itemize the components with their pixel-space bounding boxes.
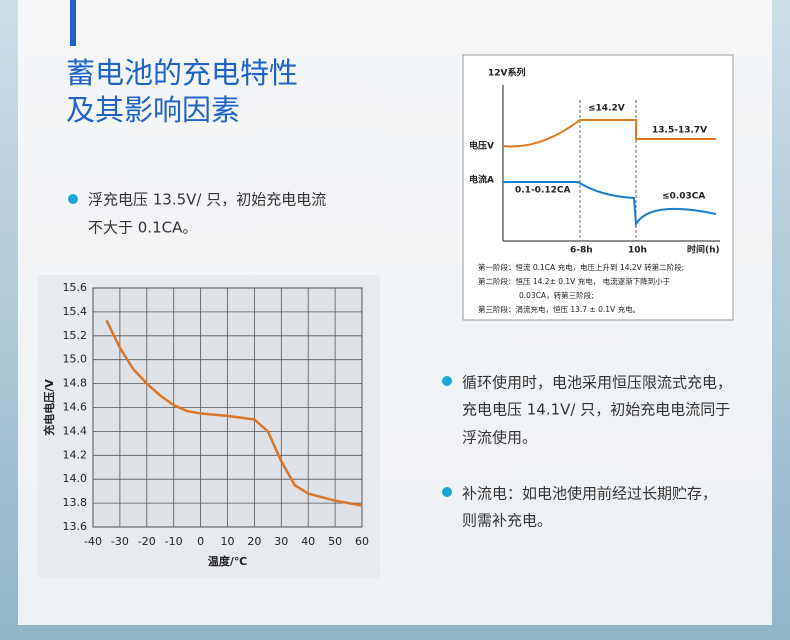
x-tick-label: -20: [138, 535, 156, 548]
bullet-text: 充电电压 14.1V/ 只，初始充电电流同于: [462, 401, 730, 419]
label: 12V系列: [488, 67, 526, 79]
x-tick-label: 40: [301, 535, 315, 548]
label: 13.5-13.7V: [652, 126, 707, 136]
y-tick-label: 15.4: [63, 305, 88, 318]
bullet-dot: [442, 376, 452, 386]
x-tick-label: 20: [247, 535, 261, 548]
diagram-box: [462, 54, 734, 321]
label: 电流A: [469, 174, 494, 186]
line: [105, 319, 363, 507]
label: 时间(h): [687, 244, 720, 256]
y-tick-label: 14.6: [63, 401, 88, 414]
bullet-dot: [68, 194, 78, 204]
bullet-text: 浮充电压 13.5V/ 只，初始充电电流: [88, 191, 326, 209]
label: ≤0.03CA: [662, 192, 705, 202]
note: 第二阶段：恒压 14.2± 0.1V 充电， 电流逐渐下降到小于: [478, 276, 671, 286]
label: 10h: [628, 246, 647, 256]
bullet-text: 补流电：如电池使用前经过长期贮存，: [462, 485, 717, 503]
y-axis-label: 充电电压/V: [42, 379, 56, 436]
note: 0.03CA，转第三阶段;: [519, 290, 594, 300]
bullet-text: 则需补充电。: [462, 512, 552, 530]
x-tick-label: -30: [111, 535, 129, 548]
label: 0.1-0.12CA: [515, 186, 570, 196]
x-tick-label: 50: [328, 535, 342, 548]
x-axis-label: 温度/℃: [208, 554, 247, 568]
title: 及其影响因素: [66, 93, 240, 127]
chart: 13.6 13.8 14.0 14.2 14.4 14.6 14.8 15.0 15.2 15.4…: [42, 281, 369, 568]
y-tick-label: 15.6: [63, 281, 88, 294]
y-tick-label: 14.8: [63, 377, 88, 390]
label: ≤14.2V: [588, 104, 625, 114]
bullet-text: 浮流使用。: [462, 429, 537, 447]
y-tick-label: 14.2: [63, 448, 88, 461]
y-tick-label: 13.8: [63, 496, 88, 509]
x-tick-label: -40: [84, 535, 102, 548]
y-tick-label: 14.4: [63, 424, 88, 437]
bullet-text: 循环使用时，电池采用恒压限流式充电，: [462, 374, 732, 392]
y-tick-label: 15.2: [63, 329, 88, 342]
x-tick-label: 10: [221, 535, 235, 548]
y-tick-label: 14.0: [63, 472, 88, 485]
x-tick-label: 0: [197, 535, 204, 548]
x-tick-label: -10: [165, 535, 183, 548]
note: 第三阶段：涓流充电，恒压 13.7 ± 0.1V 充电。: [478, 304, 640, 314]
x-tick-label: 60: [355, 535, 369, 548]
current-curve: [503, 181, 717, 228]
label: 电压V: [469, 140, 494, 152]
y-tick-label: 15.0: [63, 353, 88, 366]
title: 蓄电池的充电特性: [66, 56, 298, 90]
y-tick-label: 13.6: [63, 520, 88, 533]
bullet-dot: [442, 487, 452, 497]
bullet-text: 不大于 0.1CA。: [88, 219, 197, 237]
accent-bar: [70, 0, 76, 46]
voltage-curve: [502, 119, 716, 148]
label: 6-8h: [570, 246, 593, 256]
x-tick-label: 30: [274, 535, 288, 548]
note: 第一阶段：恒流 0.1CA 充电，电压上升到 14.2V 转第二阶段;: [478, 262, 684, 272]
